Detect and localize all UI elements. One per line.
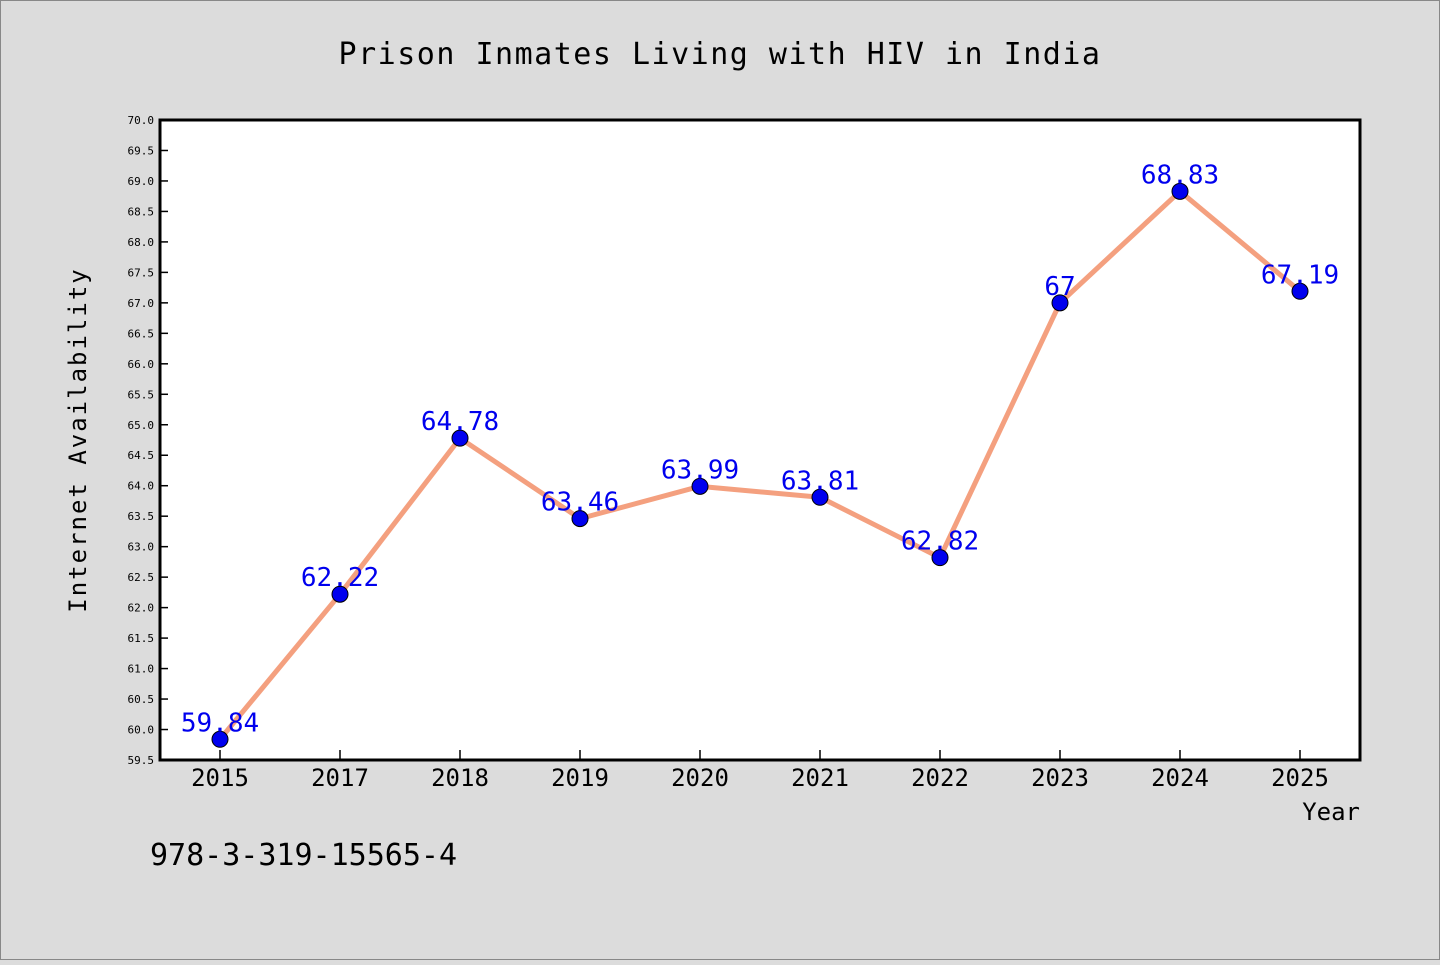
x-axis-label: Year — [1302, 798, 1360, 826]
y-tick-label: 70.0 — [128, 114, 155, 127]
data-point — [331, 585, 349, 603]
y-axis-ticks: 59.5 60.0 60.5 61.0 61.5 62.0 62.5 63.0 63.5 64.0… — [128, 114, 168, 767]
x-tick-label: 2017 — [311, 764, 369, 792]
data-point — [571, 510, 589, 528]
data-label: 63.99 — [661, 455, 739, 485]
data-point — [811, 488, 829, 506]
y-tick-label: 63.0 — [128, 541, 155, 554]
y-tick-label: 64.0 — [128, 480, 155, 493]
x-tick-label: 2018 — [431, 764, 489, 792]
x-tick-label: 2015 — [191, 764, 249, 792]
x-tick-label: 2020 — [671, 764, 729, 792]
data-label: 68.83 — [1141, 160, 1219, 190]
y-tick-label: 69.5 — [128, 144, 155, 157]
y-tick-label: 66.5 — [128, 327, 155, 340]
data-label: 63.81 — [781, 466, 859, 496]
isbn-text: 978-3-319-15565-4 — [150, 838, 457, 873]
data-label: 62.22 — [301, 563, 379, 593]
data-label: 67 — [1044, 272, 1075, 302]
data-point — [1051, 294, 1069, 312]
data-label: 63.46 — [541, 488, 619, 518]
y-tick-label: 62.0 — [128, 602, 155, 615]
x-tick-label: 2022 — [911, 764, 969, 792]
y-tick-label: 65.5 — [128, 388, 155, 401]
x-axis-ticks: 2015 2017 2018 2019 2020 2021 2022 2023 2024 2025 — [191, 750, 1329, 792]
data-point — [451, 429, 469, 447]
data-label: 59.84 — [181, 708, 259, 738]
y-tick-label: 62.5 — [128, 571, 155, 584]
chart-title: Prison Inmates Living with HIV in India — [339, 37, 1102, 72]
data-point — [211, 730, 229, 748]
x-tick-label: 2019 — [551, 764, 609, 792]
y-tick-label: 67.5 — [128, 266, 155, 279]
data-point — [931, 549, 949, 567]
y-tick-label: 65.0 — [128, 419, 155, 432]
y-tick-label: 68.0 — [128, 236, 155, 249]
data-point — [691, 477, 709, 495]
x-tick-label: 2021 — [791, 764, 849, 792]
data-point — [1291, 282, 1309, 300]
data-label: 62.82 — [901, 527, 979, 557]
data-label: 67.19 — [1261, 260, 1339, 290]
data-labels: 59.84 62.22 64.78 63.46 63.99 63.81 62.82 67 68.… — [181, 160, 1339, 738]
y-tick-label: 68.5 — [128, 205, 155, 218]
plot-area — [158, 118, 1362, 762]
y-tick-label: 61.0 — [128, 663, 155, 676]
y-tick-label: 64.5 — [128, 449, 155, 462]
y-tick-label: 66.0 — [128, 358, 155, 371]
y-axis-label: Internet Availability — [64, 267, 92, 612]
y-tick-label: 59.5 — [128, 754, 155, 767]
x-tick-label: 2024 — [1151, 764, 1209, 792]
x-tick-label: 2025 — [1271, 764, 1329, 792]
x-tick-label: 2023 — [1031, 764, 1089, 792]
series-markers — [211, 182, 1309, 748]
y-tick-label: 69.0 — [128, 175, 155, 188]
data-point — [1171, 182, 1189, 200]
y-tick-label: 61.5 — [128, 632, 155, 645]
y-tick-label: 60.5 — [128, 693, 155, 706]
data-label: 64.78 — [421, 407, 499, 437]
y-tick-label: 63.5 — [128, 510, 155, 523]
y-tick-label: 60.0 — [128, 724, 155, 737]
y-tick-label: 67.0 — [128, 297, 155, 310]
series-line — [217, 188, 1303, 742]
